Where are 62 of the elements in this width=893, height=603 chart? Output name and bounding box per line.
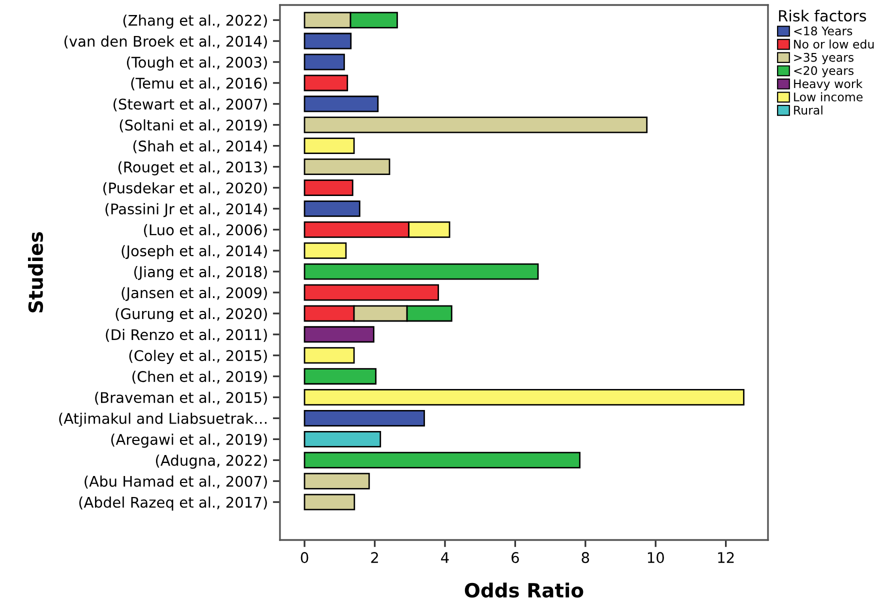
bar bbox=[304, 54, 345, 70]
y-tick-label: (Jiang et al., 2018) bbox=[134, 266, 267, 280]
legend-label: Rural bbox=[794, 105, 822, 115]
bar bbox=[304, 410, 425, 426]
y-tick-label: (Aregawi et al., 2019) bbox=[111, 434, 267, 448]
y-tick-label: (Di Renzo et al., 2011) bbox=[106, 328, 267, 342]
y-axis-title: Studies bbox=[28, 232, 44, 312]
x-tick-label: 4 bbox=[441, 552, 449, 563]
y-tick-label: (Gurung et al., 2020) bbox=[116, 308, 267, 322]
y-tick-label: (Coley et al., 2015) bbox=[129, 350, 267, 364]
bar bbox=[304, 200, 360, 217]
y-tick-label: (Soltani et al., 2019) bbox=[120, 119, 267, 132]
bar bbox=[304, 242, 347, 259]
y-tick-label: (Shah et al., 2014) bbox=[133, 140, 267, 154]
x-tick-label: 0 bbox=[300, 552, 308, 564]
y-tick-label: (Rouget et al., 2013) bbox=[118, 161, 267, 176]
bar bbox=[304, 389, 744, 406]
y-tick-label: (Braveman et al., 2015) bbox=[95, 392, 267, 405]
x-tick-label: 8 bbox=[582, 552, 590, 564]
legend-title: Risk factors bbox=[779, 10, 866, 22]
y-tick-label: (Abdel Razeq et al., 2017) bbox=[79, 496, 267, 511]
legend-label: <20 years bbox=[794, 66, 854, 78]
y-tick-label: (Luo et al., 2006) bbox=[144, 224, 267, 238]
bar bbox=[304, 452, 580, 468]
y-tick-label: (Pusdekar et al., 2020) bbox=[103, 182, 267, 196]
bar bbox=[304, 494, 356, 510]
y-tick-label: (Tough et al., 2003) bbox=[126, 56, 267, 71]
legend-label: Low income bbox=[794, 92, 863, 102]
x-axis-title: Odds Ratio bbox=[464, 582, 584, 598]
y-tick-label: (Joseph et al., 2014) bbox=[122, 245, 267, 260]
bar bbox=[304, 472, 370, 490]
bar bbox=[304, 96, 379, 112]
x-tick-label: 6 bbox=[512, 552, 519, 564]
bar bbox=[304, 326, 374, 343]
bar bbox=[304, 32, 352, 50]
x-tick-label: 10 bbox=[648, 552, 664, 564]
legend-label: No or low edu bbox=[794, 39, 874, 49]
x-tick-label: 2 bbox=[371, 552, 378, 563]
y-tick-label: (Temu et al., 2016) bbox=[131, 77, 267, 90]
bar bbox=[304, 158, 390, 176]
bar bbox=[304, 138, 355, 154]
y-tick-label: (Chen et al., 2019) bbox=[132, 370, 267, 384]
y-tick-label: (Jansen et al., 2009) bbox=[122, 286, 267, 301]
bar bbox=[304, 179, 354, 196]
bar bbox=[304, 74, 348, 92]
x-tick-label: 12 bbox=[718, 552, 734, 563]
legend-label: >35 years bbox=[794, 52, 854, 64]
y-tick-label: (Zhang et al., 2022) bbox=[123, 14, 267, 29]
bar bbox=[304, 347, 355, 364]
bar bbox=[304, 368, 376, 385]
y-tick-label: (Atjimakul and Liabsuetrak… bbox=[59, 412, 266, 427]
y-tick-label: (Passini Jr et al., 2014) bbox=[106, 203, 267, 218]
y-tick-label: (Adugna, 2022) bbox=[156, 454, 267, 469]
y-tick-label: (van den Broek et al., 2014) bbox=[64, 36, 267, 49]
bar bbox=[304, 263, 539, 280]
legend-label: <18 Years bbox=[794, 26, 852, 36]
y-tick-label: (Abu Hamad et al., 2007) bbox=[84, 476, 267, 489]
bar bbox=[304, 116, 648, 134]
bar bbox=[304, 284, 439, 301]
legend-label: Heavy work bbox=[794, 79, 863, 91]
bar bbox=[304, 430, 382, 448]
y-tick-label: (Stewart et al., 2007) bbox=[114, 98, 267, 112]
